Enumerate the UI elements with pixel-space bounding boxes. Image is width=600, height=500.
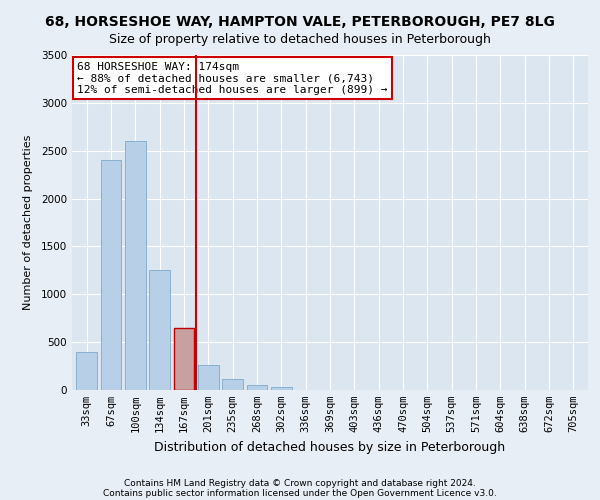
Bar xyxy=(173,328,194,390)
Bar xyxy=(247,385,268,390)
Text: 68, HORSESHOE WAY, HAMPTON VALE, PETERBOROUGH, PE7 8LG: 68, HORSESHOE WAY, HAMPTON VALE, PETERBO… xyxy=(45,15,555,29)
Bar xyxy=(149,270,170,390)
Text: 68 HORSESHOE WAY: 174sqm
← 88% of detached houses are smaller (6,743)
12% of sem: 68 HORSESHOE WAY: 174sqm ← 88% of detach… xyxy=(77,62,388,95)
Text: Size of property relative to detached houses in Peterborough: Size of property relative to detached ho… xyxy=(109,32,491,46)
X-axis label: Distribution of detached houses by size in Peterborough: Distribution of detached houses by size … xyxy=(154,440,506,454)
Text: Contains public sector information licensed under the Open Government Licence v3: Contains public sector information licen… xyxy=(103,488,497,498)
Y-axis label: Number of detached properties: Number of detached properties xyxy=(23,135,32,310)
Bar xyxy=(271,387,292,390)
Bar xyxy=(101,160,121,390)
Bar xyxy=(125,141,146,390)
Bar xyxy=(222,380,243,390)
Bar xyxy=(198,365,218,390)
Bar xyxy=(76,352,97,390)
Text: Contains HM Land Registry data © Crown copyright and database right 2024.: Contains HM Land Registry data © Crown c… xyxy=(124,478,476,488)
